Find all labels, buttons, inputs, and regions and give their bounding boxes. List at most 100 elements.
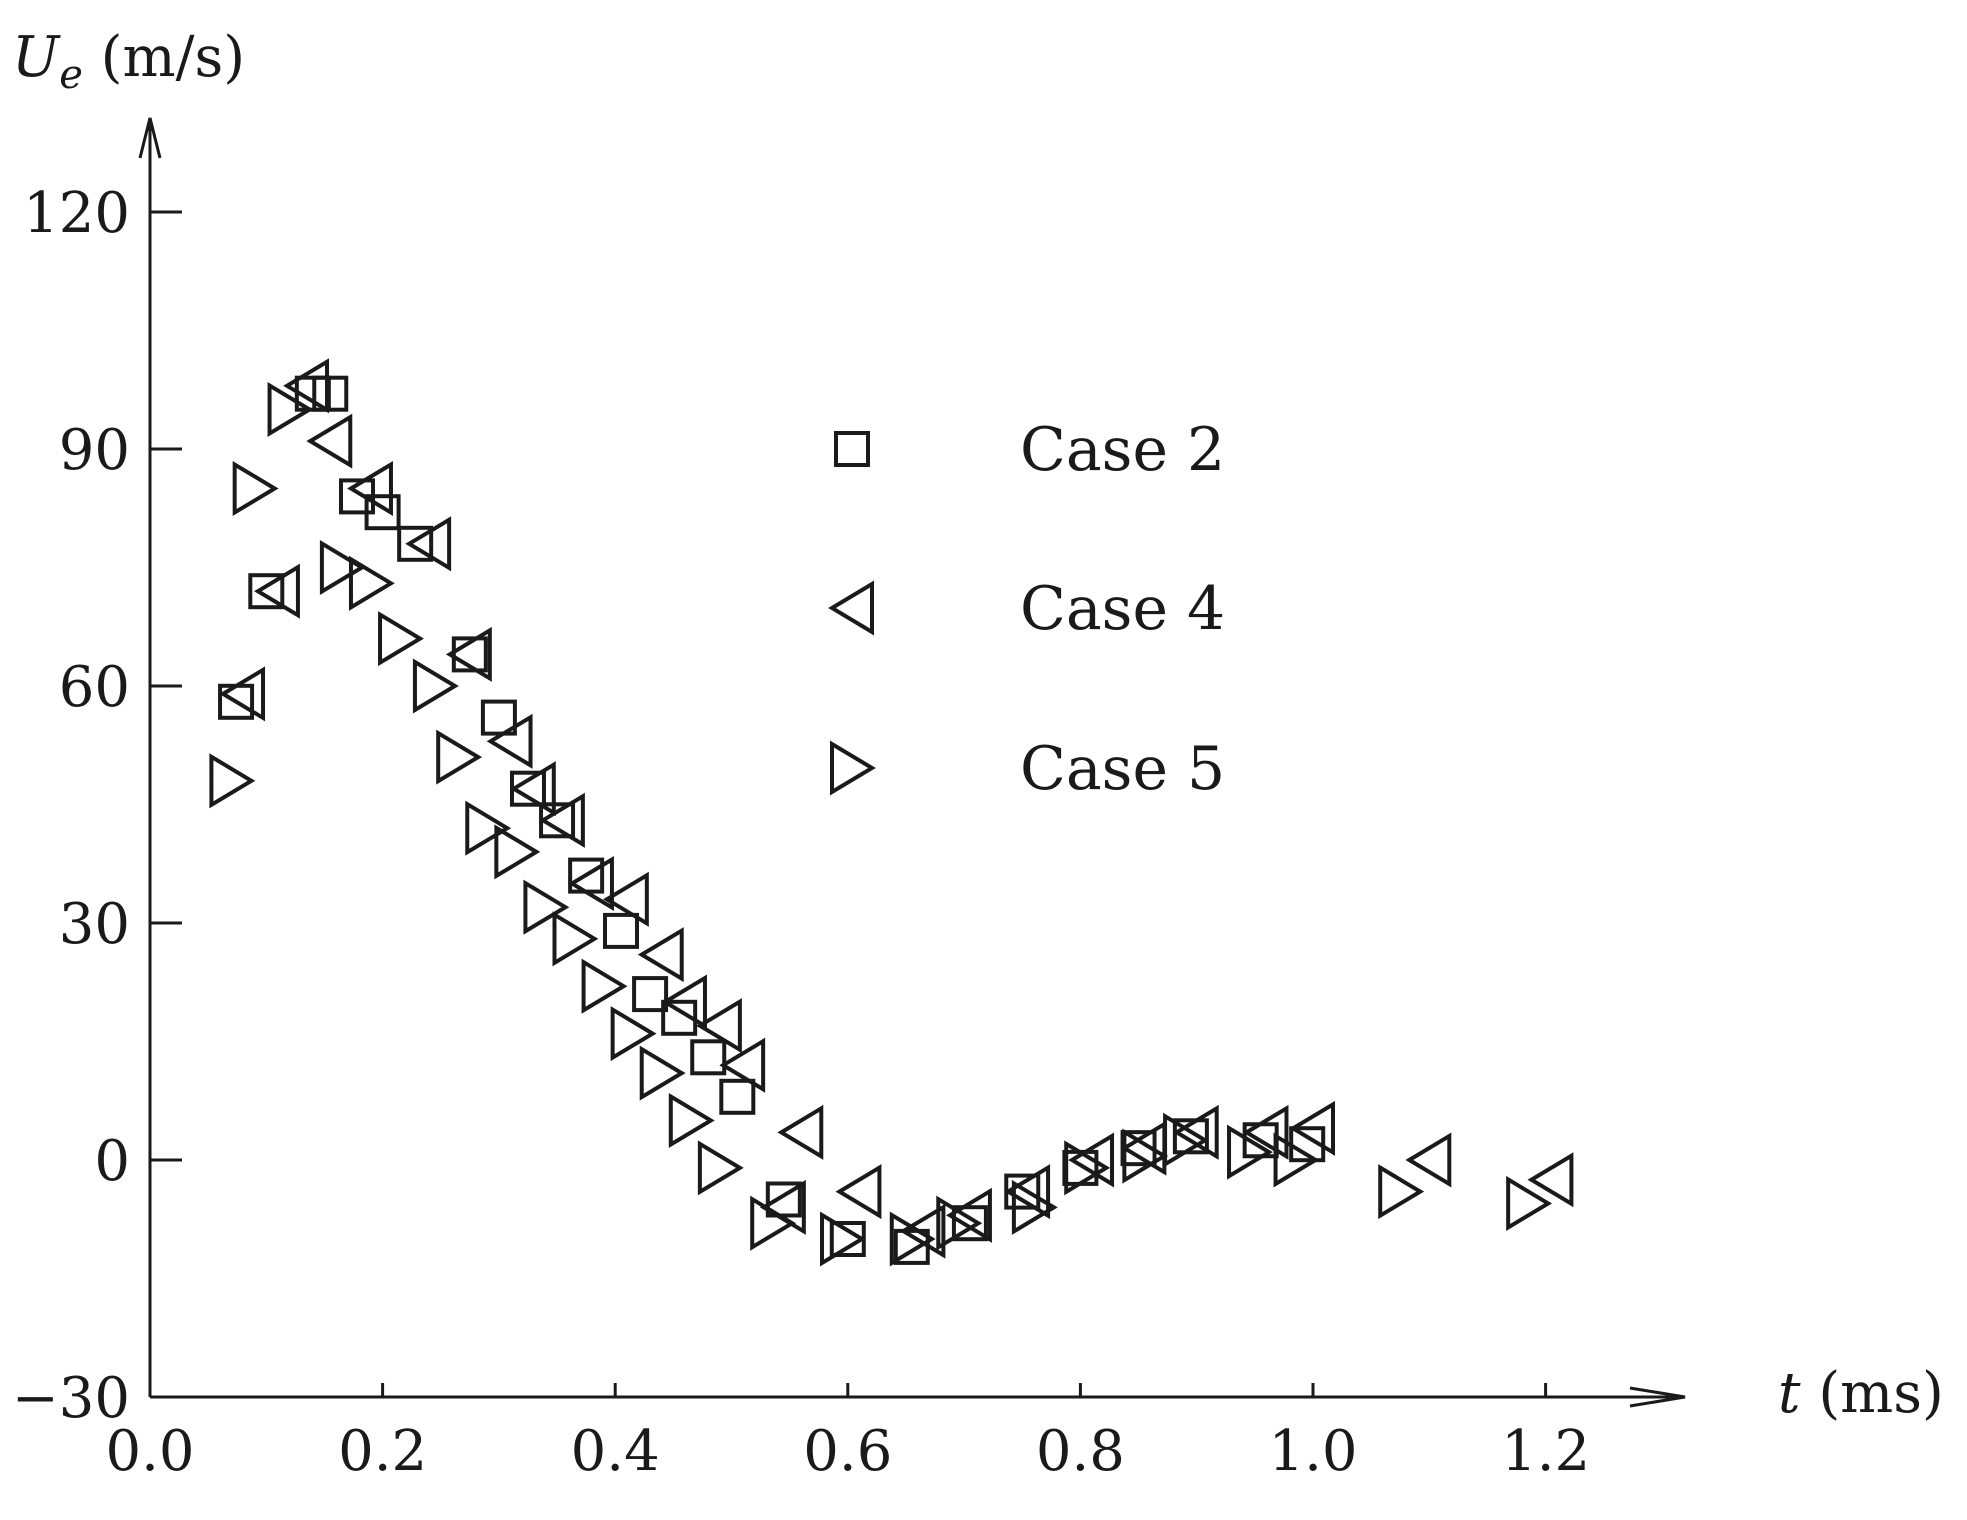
legend-label-case-5: Case 5 — [1020, 734, 1225, 804]
point-case-5 — [319, 539, 366, 596]
legend-marker-case-5 — [830, 740, 876, 796]
point-case-4 — [538, 792, 585, 848]
legend-item-case-5: Case 5 — [830, 734, 1225, 804]
y-tick-label: 90 — [59, 418, 130, 483]
point-case-4 — [405, 516, 452, 572]
x-tick-label: 1.0 — [1268, 1419, 1357, 1484]
point-case-2 — [690, 1039, 727, 1076]
legend-marker-case-2 — [834, 431, 870, 467]
point-case-4 — [1289, 1100, 1335, 1156]
point-case-4 — [306, 413, 353, 469]
point-case-4 — [719, 1037, 766, 1093]
point-case-2 — [632, 976, 669, 1013]
point-case-5 — [267, 381, 314, 438]
legend-label-case-4: Case 4 — [1020, 574, 1225, 644]
point-case-4 — [1405, 1132, 1452, 1188]
y-axis-arrow — [138, 117, 162, 159]
y-tick-label: 120 — [23, 181, 130, 246]
point-case-4 — [1527, 1152, 1574, 1208]
y-tick-label: 30 — [59, 892, 130, 957]
point-case-4 — [1068, 1132, 1115, 1188]
point-case-4 — [1172, 1104, 1219, 1160]
point-case-5 — [889, 1211, 936, 1267]
series-case-4 — [219, 358, 1574, 1259]
x-axis-label: t (ms) — [1778, 1361, 1944, 1426]
x-tick-label: 0.2 — [338, 1419, 427, 1484]
point-case-5 — [1227, 1124, 1273, 1180]
x-axis-label-var: t — [1778, 1361, 1801, 1426]
point-case-5 — [750, 1195, 797, 1251]
point-case-5 — [581, 958, 628, 1014]
series-case-5 — [209, 381, 1553, 1267]
point-case-4 — [1242, 1104, 1289, 1160]
point-case-5 — [232, 460, 279, 517]
point-case-5 — [1011, 1179, 1058, 1235]
point-case-5 — [1506, 1175, 1553, 1231]
point-case-2 — [312, 375, 349, 412]
point-case-5 — [1378, 1164, 1425, 1220]
point-case-4 — [637, 927, 684, 983]
point-case-2 — [364, 494, 401, 531]
point-case-4 — [486, 713, 533, 769]
point-case-5 — [378, 611, 424, 667]
point-case-4 — [219, 666, 266, 722]
legend-marker-case-4 — [828, 580, 874, 636]
point-case-5 — [668, 1092, 715, 1149]
y-axis-label-var: U — [12, 25, 61, 90]
x-tick-label: 0.4 — [571, 1419, 660, 1484]
point-case-2 — [397, 525, 434, 562]
point-case-2 — [248, 573, 285, 610]
point-case-4 — [695, 998, 742, 1054]
x-tick-label: 1.2 — [1501, 1419, 1590, 1484]
point-case-4 — [777, 1104, 824, 1160]
y-axis-label: Ue (m/s) — [12, 25, 245, 98]
point-case-4 — [254, 563, 300, 619]
y-tick-label: 60 — [59, 655, 130, 720]
point-case-5 — [697, 1140, 744, 1196]
legend-label-case-2: Case 2 — [1020, 415, 1225, 485]
point-case-4 — [347, 460, 393, 517]
point-case-2 — [603, 912, 640, 949]
y-ticks: −30 0 30 60 90 120 — [12, 181, 182, 1431]
point-case-4 — [445, 626, 492, 682]
point-case-4 — [1004, 1164, 1051, 1220]
point-case-4 — [835, 1164, 882, 1220]
point-case-5 — [436, 729, 483, 785]
point-case-5 — [1163, 1112, 1209, 1168]
point-case-5 — [610, 1006, 657, 1062]
x-tick-label: 0.8 — [1036, 1419, 1125, 1484]
point-case-2 — [719, 1078, 756, 1115]
point-case-5 — [552, 911, 599, 967]
point-case-5 — [209, 753, 256, 809]
legend-item-case-2: Case 2 — [834, 415, 1225, 485]
y-tick-label: 0 — [94, 1129, 130, 1194]
point-case-5 — [412, 658, 459, 714]
x-tick-label: 0.0 — [105, 1419, 194, 1484]
y-tick-label: −30 — [12, 1366, 130, 1431]
data-points — [209, 358, 1574, 1267]
point-case-4 — [509, 761, 556, 817]
point-case-5 — [1273, 1132, 1320, 1188]
point-case-5 — [819, 1211, 866, 1267]
x-axis-arrow — [1629, 1386, 1686, 1408]
legend: Case 2 Case 4 Case 5 — [828, 415, 1225, 804]
x-ticks: 0.0 0.2 0.4 0.6 0.8 1.0 1.2 — [105, 1383, 1590, 1484]
point-case-4 — [283, 358, 330, 414]
y-axis-label-unit: (m/s) — [83, 25, 245, 90]
point-case-2 — [951, 1205, 988, 1242]
point-case-5 — [523, 879, 570, 935]
point-case-2 — [451, 636, 488, 673]
point-case-5 — [465, 800, 512, 856]
point-case-2 — [1172, 1118, 1209, 1155]
point-case-5 — [639, 1045, 686, 1101]
point-case-4 — [661, 974, 707, 1030]
point-case-2 — [480, 699, 517, 736]
point-case-5 — [1122, 1128, 1169, 1184]
point-case-5 — [936, 1195, 983, 1251]
point-case-5 — [1064, 1140, 1111, 1196]
point-case-5 — [348, 555, 395, 611]
point-case-5 — [494, 824, 541, 880]
point-case-2 — [765, 1181, 802, 1218]
point-case-4 — [568, 855, 614, 912]
